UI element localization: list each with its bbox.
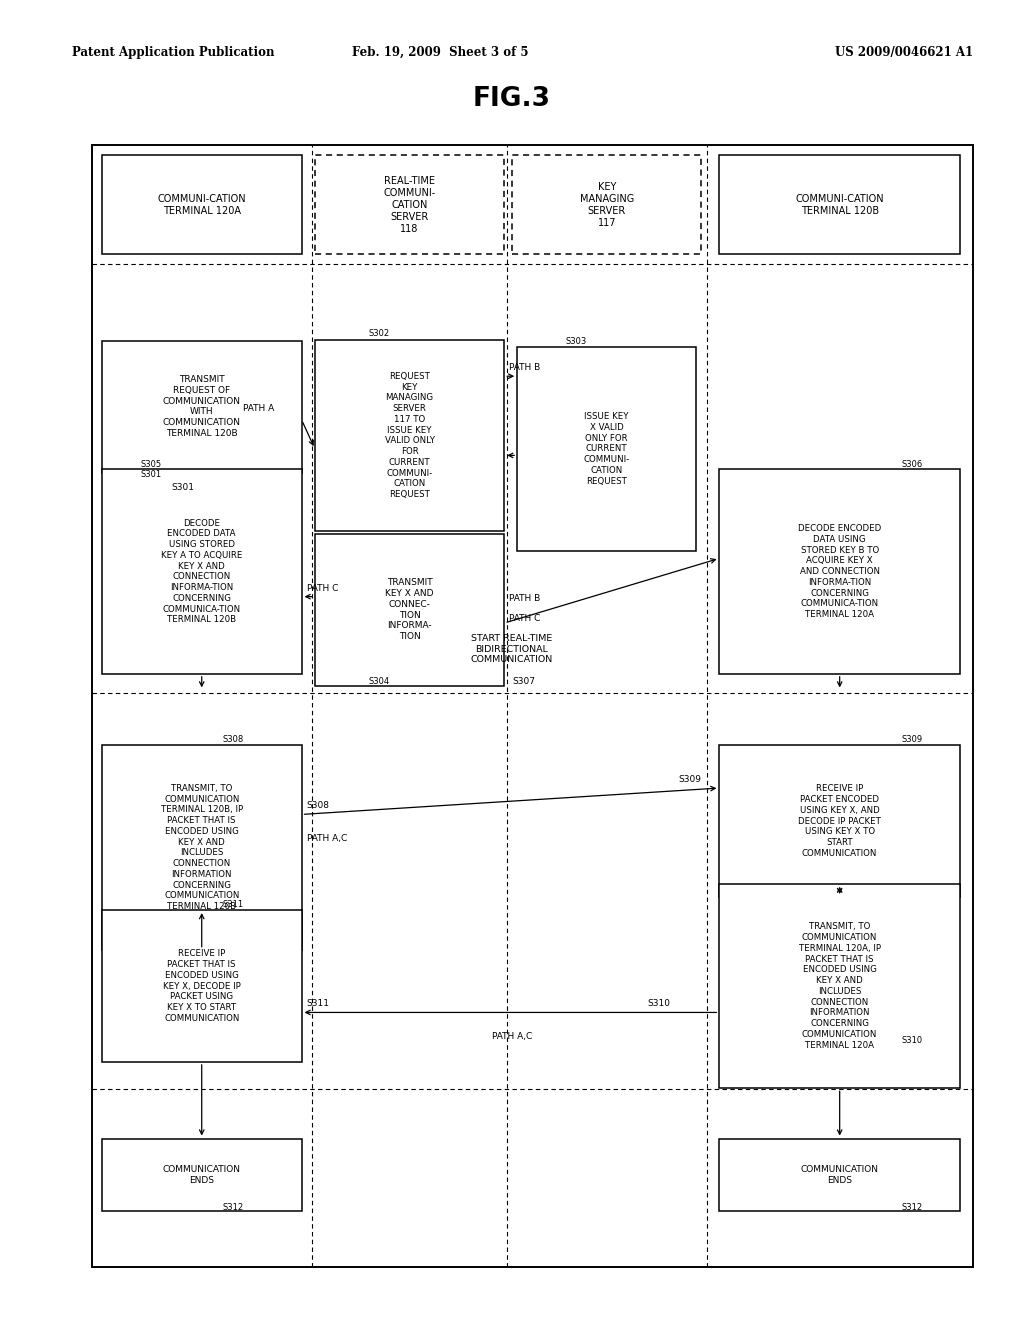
Text: PATH A,C: PATH A,C: [492, 1032, 532, 1041]
Text: S311: S311: [222, 900, 244, 909]
Text: PATH C: PATH C: [307, 583, 338, 593]
Bar: [315, 533, 504, 685]
Bar: [517, 346, 696, 552]
Text: S311: S311: [307, 999, 330, 1008]
Text: S308: S308: [222, 735, 244, 744]
Text: PATH A,C: PATH A,C: [307, 834, 347, 843]
Text: S306: S306: [901, 459, 923, 469]
Text: TRANSMIT
REQUEST OF
COMMUNICATION
WITH
COMMUNICATION
TERMINAL 120B: TRANSMIT REQUEST OF COMMUNICATION WITH C…: [163, 375, 241, 438]
Text: S301: S301: [140, 470, 162, 479]
Text: Feb. 19, 2009  Sheet 3 of 5: Feb. 19, 2009 Sheet 3 of 5: [352, 46, 528, 59]
Text: S312: S312: [901, 1203, 923, 1212]
Text: S310: S310: [647, 999, 671, 1008]
Bar: [315, 154, 504, 253]
Text: REAL-TIME
COMMUNI-
CATION
SERVER
118: REAL-TIME COMMUNI- CATION SERVER 118: [383, 176, 436, 234]
Text: RECEIVE IP
PACKET THAT IS
ENCODED USING
KEY X, DECODE IP
PACKET USING
KEY X TO S: RECEIVE IP PACKET THAT IS ENCODED USING …: [163, 949, 241, 1023]
Bar: [102, 911, 301, 1061]
Bar: [92, 145, 973, 1267]
Bar: [102, 470, 301, 675]
Text: PATH B: PATH B: [510, 363, 541, 372]
Text: REQUEST
KEY
MANAGING
SERVER
117 TO
ISSUE KEY
VALID ONLY
FOR
CURRENT
COMMUNI-
CAT: REQUEST KEY MANAGING SERVER 117 TO ISSUE…: [385, 372, 434, 499]
Bar: [719, 154, 959, 253]
Text: START REAL-TIME
BIDIRECTIONAL
COMMUNICATION: START REAL-TIME BIDIRECTIONAL COMMUNICAT…: [471, 634, 553, 664]
Text: RECEIVE IP
PACKET ENCODED
USING KEY X, AND
DECODE IP PACKET
USING KEY X TO
START: RECEIVE IP PACKET ENCODED USING KEY X, A…: [799, 784, 881, 858]
Text: ISSUE KEY
X VALID
ONLY FOR
CURRENT
COMMUNI-
CATION
REQUEST: ISSUE KEY X VALID ONLY FOR CURRENT COMMU…: [584, 412, 630, 486]
Text: KEY
MANAGING
SERVER
117: KEY MANAGING SERVER 117: [580, 182, 634, 227]
Text: S309: S309: [678, 775, 701, 784]
Text: COMMUNICATION
ENDS: COMMUNICATION ENDS: [801, 1166, 879, 1184]
Text: DECODE ENCODED
DATA USING
STORED KEY B TO
ACQUIRE KEY X
AND CONNECTION
INFORMA-T: DECODE ENCODED DATA USING STORED KEY B T…: [798, 524, 882, 619]
Bar: [512, 154, 701, 253]
Text: COMMUNICATION
ENDS: COMMUNICATION ENDS: [163, 1166, 241, 1184]
Text: US 2009/0046621 A1: US 2009/0046621 A1: [835, 46, 973, 59]
Text: DECODE
ENCODED DATA
USING STORED
KEY A TO ACQUIRE
KEY X AND
CONNECTION
INFORMA-T: DECODE ENCODED DATA USING STORED KEY A T…: [161, 519, 243, 624]
Bar: [719, 744, 959, 898]
Text: S302: S302: [369, 329, 390, 338]
Text: FIG.3: FIG.3: [473, 86, 551, 112]
Text: COMMUNI-CATION
TERMINAL 120B: COMMUNI-CATION TERMINAL 120B: [796, 194, 884, 215]
Text: PATH C: PATH C: [510, 614, 541, 623]
Text: PATH B: PATH B: [510, 594, 541, 603]
Text: PATH A: PATH A: [243, 404, 274, 413]
Bar: [102, 154, 301, 253]
Text: TRANSMIT
KEY X AND
CONNEC-
TION
INFORMA-
TION: TRANSMIT KEY X AND CONNEC- TION INFORMA-…: [385, 578, 434, 642]
Text: S309: S309: [901, 735, 923, 744]
Text: S305: S305: [140, 459, 162, 469]
Bar: [719, 470, 959, 675]
Text: S301: S301: [171, 483, 194, 492]
Bar: [719, 1138, 959, 1212]
Text: S304: S304: [369, 677, 390, 686]
Bar: [102, 744, 301, 950]
Text: S303: S303: [565, 337, 587, 346]
Text: S307: S307: [512, 677, 535, 686]
Text: S312: S312: [222, 1203, 244, 1212]
Bar: [315, 339, 504, 531]
Bar: [719, 884, 959, 1088]
Text: TRANSMIT, TO
COMMUNICATION
TERMINAL 120B, IP
PACKET THAT IS
ENCODED USING
KEY X : TRANSMIT, TO COMMUNICATION TERMINAL 120B…: [161, 784, 243, 911]
Bar: [102, 341, 301, 473]
Text: TRANSMIT, TO
COMMUNICATION
TERMINAL 120A, IP
PACKET THAT IS
ENCODED USING
KEY X : TRANSMIT, TO COMMUNICATION TERMINAL 120A…: [799, 923, 881, 1049]
Text: S308: S308: [307, 801, 330, 810]
Text: COMMUNI-CATION
TERMINAL 120A: COMMUNI-CATION TERMINAL 120A: [158, 194, 246, 215]
Text: S310: S310: [901, 1036, 923, 1045]
Bar: [102, 1138, 301, 1212]
Text: Patent Application Publication: Patent Application Publication: [72, 46, 274, 59]
